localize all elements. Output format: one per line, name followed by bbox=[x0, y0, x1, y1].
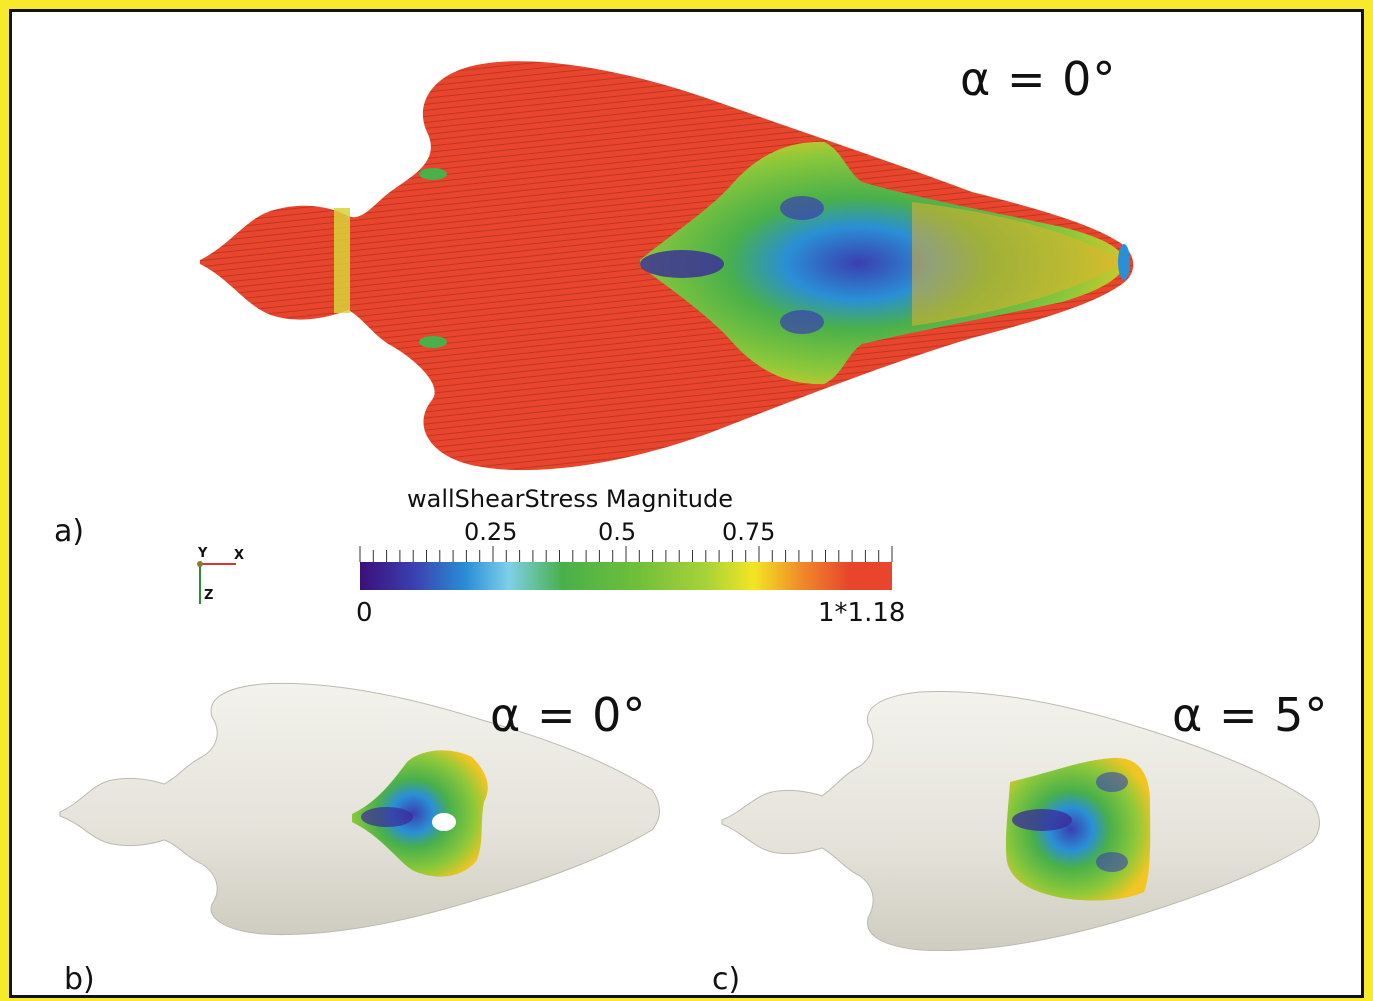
vortex-core-lower bbox=[780, 310, 824, 334]
vortex-core-center bbox=[640, 250, 724, 278]
colorbar bbox=[359, 546, 893, 590]
fin-spot-upper bbox=[419, 168, 447, 180]
figure-canvas bbox=[59, 61, 1320, 952]
axis-x-label: X bbox=[234, 548, 245, 563]
colorbar-max-label: 1*1.18 bbox=[818, 598, 906, 628]
axis-z-label: Z bbox=[204, 588, 214, 603]
axes-triad bbox=[197, 561, 236, 604]
low-stress-region-b bbox=[352, 750, 488, 877]
vortex-core-upper bbox=[780, 196, 824, 220]
panel-c-label: c) bbox=[712, 962, 741, 997]
colorbar-gradient bbox=[360, 562, 892, 590]
panel-b-model bbox=[59, 682, 660, 936]
fin-spot-lower bbox=[419, 336, 447, 348]
figure-frame: a) b) c) α = 0° α = 0° α = 5° wallShearS… bbox=[9, 9, 1364, 998]
low-stress-region-a bbox=[640, 141, 1126, 385]
tail-tip-spot bbox=[1118, 244, 1130, 280]
panel-c-alpha: α = 5° bbox=[1172, 688, 1329, 742]
colorbar-tick-label: 0.75 bbox=[722, 518, 776, 546]
panel-a-label: a) bbox=[54, 514, 85, 549]
colorbar-tick-label: 0.5 bbox=[598, 518, 637, 546]
panel-c-model bbox=[721, 690, 1320, 952]
mid-stress-wake bbox=[912, 202, 1124, 326]
colorbar-title: wallShearStress Magnitude bbox=[407, 485, 733, 513]
neck-stress-band bbox=[334, 208, 350, 313]
colorbar-tick-label: 0.25 bbox=[464, 518, 518, 546]
colorbar-minor-ticks bbox=[359, 546, 893, 562]
panel-a-alpha: α = 0° bbox=[960, 52, 1117, 106]
panel-a-model bbox=[200, 61, 1134, 471]
panel-b-alpha: α = 0° bbox=[490, 688, 647, 742]
colorbar-min-label: 0 bbox=[356, 598, 373, 628]
axis-y-label: Y bbox=[198, 546, 208, 561]
panel-b-label: b) bbox=[64, 962, 95, 997]
model-b-body bbox=[59, 682, 660, 936]
